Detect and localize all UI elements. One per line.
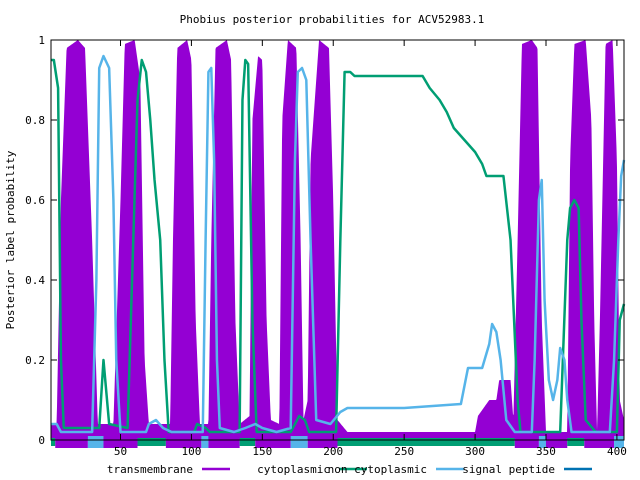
topology-segment-cytoplasmic (51, 438, 56, 446)
topology-segment-cytoplasmic (137, 438, 166, 446)
x-tick-label: 300 (465, 445, 485, 458)
y-tick-label: 0 (38, 434, 45, 447)
legend-label-signal-peptide: signal peptide (462, 463, 555, 476)
y-tick-label: 1 (38, 34, 45, 47)
x-tick-label: 200 (323, 445, 343, 458)
topology-segment-non-cytoplasmic (87, 436, 104, 448)
x-tick-label: 150 (252, 445, 272, 458)
topology-segment-transmembrane (514, 436, 539, 448)
legend-label-cytoplasmic: cytoplasmic (257, 463, 330, 476)
x-tick-label: 100 (181, 445, 201, 458)
y-tick-label: 0.8 (25, 114, 45, 127)
topology-segment-cytoplasmic (239, 438, 256, 446)
transmembrane-area (51, 40, 624, 441)
y-tick-label: 0.4 (25, 274, 45, 287)
series-cytoplasmic (51, 58, 626, 434)
series-non-cytoplasmic (51, 54, 626, 434)
topology-segment-cytoplasmic (567, 438, 585, 446)
topology-segment-non-cytoplasmic (538, 436, 546, 448)
series-lines (51, 54, 626, 434)
y-tick-label: 0.2 (25, 354, 45, 367)
x-tick-label: 50 (114, 445, 127, 458)
y-axis-label: Posterior label probability (4, 150, 17, 329)
topology-segment-transmembrane (103, 436, 138, 448)
chart-title: Phobius posterior probabilities for ACV5… (180, 13, 485, 26)
topology-segment-transmembrane (545, 436, 568, 448)
topology-segment-transmembrane (165, 436, 202, 448)
x-tick-label: 350 (536, 445, 556, 458)
topology-segment-transmembrane (55, 436, 88, 448)
y-tick-label: 0.6 (25, 194, 45, 207)
x-tick-label: 250 (394, 445, 414, 458)
topology-segment-transmembrane (208, 436, 240, 448)
topology-segment-non-cytoplasmic (614, 436, 624, 448)
legend-label-transmembrane: transmembrane (107, 463, 193, 476)
topology-bar (51, 436, 624, 448)
topology-segment-non-cytoplasmic (201, 436, 209, 448)
topology-segment-non-cytoplasmic (290, 436, 308, 448)
x-tick-label: 400 (607, 445, 627, 458)
topology-segment-cytoplasmic (337, 438, 515, 446)
series-transmembrane (51, 40, 624, 441)
legend-label-non-cytoplasmic: non cytoplasmic (328, 463, 427, 476)
topology-segment-transmembrane (307, 436, 338, 448)
topology-segment-transmembrane (584, 436, 615, 448)
topology-segment-transmembrane (255, 436, 291, 448)
plot-frame (50, 39, 625, 441)
axis-ticks: 50 100 150 200 250 300 350 400 0 0.2 0.4 0.6 0.8 1 (25, 34, 627, 458)
